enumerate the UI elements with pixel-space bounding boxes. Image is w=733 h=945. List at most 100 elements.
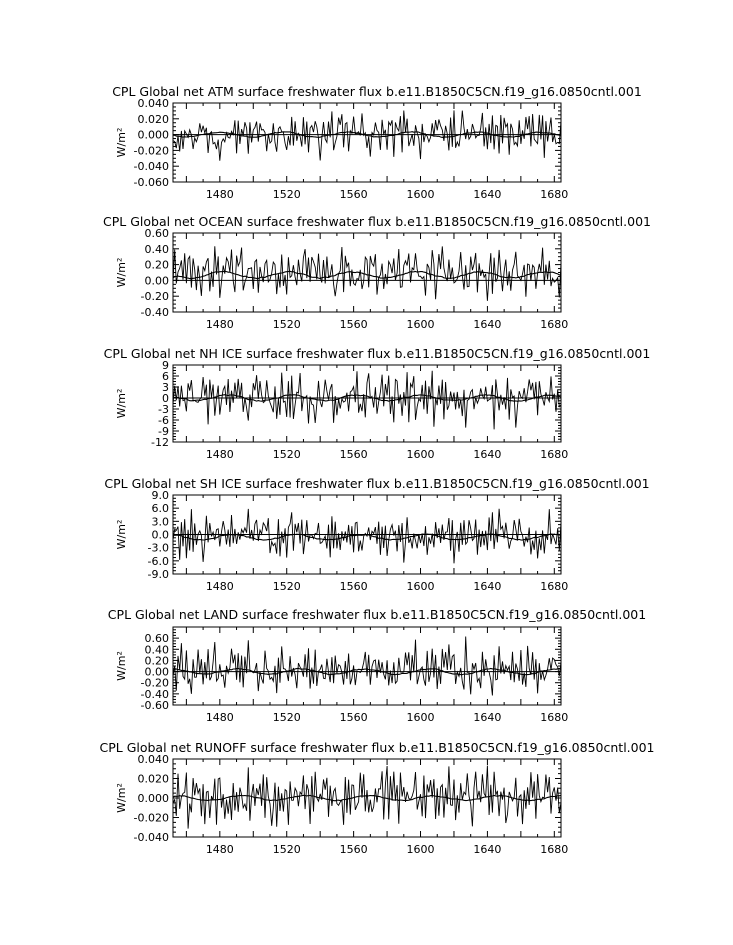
x-tick-label: 1640 [473, 448, 501, 461]
y-tick-label: -0.020 [134, 812, 169, 825]
x-tick-label: 1560 [340, 448, 368, 461]
x-tick-label: 1600 [407, 448, 435, 461]
y-tick-label: -0.040 [134, 160, 169, 173]
series-line-smoothed [173, 533, 561, 541]
y-tick-label: 3 [162, 381, 169, 394]
x-tick-label: 1480 [206, 580, 234, 593]
y-tick-label: -0.060 [134, 176, 169, 189]
x-tick-label: 1520 [273, 711, 301, 724]
y-tick-label: -9 [158, 425, 169, 438]
y-axis-label: W/m² [115, 783, 128, 813]
y-tick-label: -3 [158, 403, 169, 416]
x-tick-label: 1680 [540, 188, 568, 201]
y-tick-label: -12 [151, 436, 169, 449]
y-axis-label: W/m² [115, 389, 128, 419]
y-tick-label: -6 [158, 414, 169, 427]
y-tick-label: 0.00 [145, 666, 170, 679]
x-tick-label: 1560 [340, 188, 368, 201]
panel-4: CPL Global net SH ICE surface freshwater… [104, 476, 649, 593]
y-tick-label: 0.020 [138, 773, 170, 786]
x-tick-label: 1520 [273, 580, 301, 593]
x-tick-label: 1560 [340, 711, 368, 724]
series-line-smoothed [173, 794, 561, 802]
y-tick-label: -0.040 [134, 831, 169, 844]
y-axis-label: W/m² [115, 651, 128, 681]
y-tick-label: 0.40 [145, 243, 170, 256]
x-tick-label: 1480 [206, 318, 234, 331]
panel-3: CPL Global net NH ICE surface freshwater… [104, 346, 651, 461]
x-tick-label: 1480 [206, 843, 234, 856]
y-tick-label: 6.0 [152, 502, 170, 515]
panel-1: CPL Global net ATM surface freshwater fl… [112, 84, 642, 201]
y-tick-label: 9 [162, 359, 169, 372]
x-tick-label: 1600 [407, 188, 435, 201]
series-line-smoothed [173, 394, 561, 402]
panel-2: CPL Global net OCEAN surface freshwater … [103, 214, 651, 331]
y-tick-label: 9.0 [152, 489, 170, 502]
x-tick-label: 1640 [473, 580, 501, 593]
series-line-annual [173, 246, 561, 301]
y-tick-label: 6 [162, 370, 169, 383]
y-tick-label: 0.20 [145, 654, 170, 667]
y-tick-label: -3.0 [148, 542, 169, 555]
y-axis-label: W/m² [115, 128, 128, 158]
y-tick-label: -0.40 [141, 306, 169, 319]
x-tick-label: 1520 [273, 188, 301, 201]
panel-title: CPL Global net ATM surface freshwater fl… [112, 84, 642, 99]
x-tick-label: 1600 [407, 580, 435, 593]
x-tick-label: 1600 [407, 843, 435, 856]
series-line-smoothed [173, 270, 561, 280]
x-tick-label: 1480 [206, 188, 234, 201]
y-tick-label: 0.60 [145, 632, 170, 645]
series-line-annual [173, 636, 561, 696]
x-tick-label: 1680 [540, 448, 568, 461]
y-axis-label: W/m² [115, 258, 128, 288]
y-tick-label: 0.40 [145, 643, 170, 656]
panel-title: CPL Global net LAND surface freshwater f… [108, 607, 646, 622]
y-tick-label: -0.020 [134, 144, 169, 157]
y-tick-label: -0.60 [141, 699, 169, 712]
x-tick-label: 1600 [407, 711, 435, 724]
panel-title: CPL Global net SH ICE surface freshwater… [104, 476, 649, 491]
x-tick-label: 1520 [273, 448, 301, 461]
x-tick-label: 1600 [407, 318, 435, 331]
series-line-annual [173, 508, 561, 564]
panel-title: CPL Global net NH ICE surface freshwater… [104, 346, 651, 361]
panel-6: CPL Global net RUNOFF surface freshwater… [99, 740, 654, 856]
y-axis-label: W/m² [115, 520, 128, 550]
series-line-annual [173, 370, 561, 430]
x-tick-label: 1680 [540, 843, 568, 856]
y-tick-label: -0.20 [141, 677, 169, 690]
panel-title: CPL Global net RUNOFF surface freshwater… [99, 740, 654, 755]
x-tick-label: 1640 [473, 188, 501, 201]
series-line-annual [173, 765, 561, 829]
y-tick-label: -9.0 [148, 568, 169, 581]
x-tick-label: 1520 [273, 843, 301, 856]
x-tick-label: 1520 [273, 318, 301, 331]
x-tick-label: 1560 [340, 843, 368, 856]
y-tick-label: 0.00 [145, 274, 170, 287]
x-tick-label: 1680 [540, 318, 568, 331]
x-tick-label: 1480 [206, 448, 234, 461]
y-tick-label: -0.40 [141, 688, 169, 701]
panel-title: CPL Global net OCEAN surface freshwater … [103, 214, 651, 229]
y-tick-label: 0.60 [145, 227, 170, 240]
x-tick-label: 1680 [540, 580, 568, 593]
y-tick-label: -6.0 [148, 555, 169, 568]
y-tick-label: 0.040 [138, 753, 170, 766]
series-line-smoothed [173, 667, 561, 676]
x-tick-label: 1640 [473, 711, 501, 724]
y-tick-label: 0.000 [138, 129, 170, 142]
y-tick-label: 0.000 [138, 792, 170, 805]
x-tick-label: 1640 [473, 843, 501, 856]
y-tick-label: 0.20 [145, 259, 170, 272]
y-tick-label: 0 [162, 392, 169, 405]
series-line-smoothed [173, 131, 561, 138]
y-tick-label: 3.0 [152, 515, 170, 528]
y-tick-label: 0.020 [138, 113, 170, 126]
x-tick-label: 1480 [206, 711, 234, 724]
y-tick-label: 0.040 [138, 97, 170, 110]
y-tick-label: -0.20 [141, 290, 169, 303]
